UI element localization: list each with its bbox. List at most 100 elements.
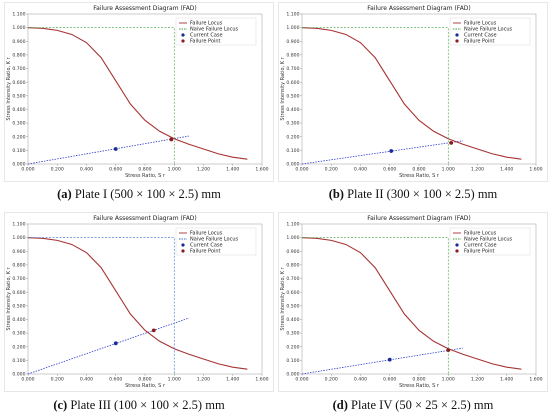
- x-tick-label: 1.600: [529, 377, 542, 383]
- y-axis-label: Stress Intensity Ratio, K r: [6, 266, 12, 330]
- x-tick-label: 0.200: [325, 377, 338, 383]
- chart-panel-b: Failure Assessment Diagram (FAD) 0.000 0.2…: [278, 2, 548, 182]
- legend-marker: [455, 33, 459, 37]
- chart-title: Failure Assessment Diagram (FAD): [367, 215, 471, 222]
- x-tick-label: 0.600: [109, 167, 122, 173]
- failure-point: [151, 328, 156, 333]
- x-tick-label: 0.800: [138, 377, 151, 383]
- caption-b-text: Plate II (300 × 100 × 2.5) mm: [343, 187, 498, 201]
- x-tick-label: 0.600: [383, 167, 396, 173]
- y-tick-label: 0.600: [286, 80, 299, 86]
- x-tick-label: 0.200: [51, 377, 64, 383]
- x-tick-label: 1.400: [226, 167, 239, 173]
- legend-marker: [455, 243, 459, 247]
- x-tick-label: 0.600: [383, 377, 396, 383]
- y-tick-label: 1.100: [12, 222, 25, 228]
- legend-label: Failure Locus: [464, 21, 497, 27]
- fad-chart-a: Failure Assessment Diagram (FAD) 0.000 0.2…: [4, 2, 274, 182]
- y-tick-label: 0.500: [286, 303, 299, 309]
- y-tick-label: 1.100: [12, 12, 25, 18]
- fad-chart-b: Failure Assessment Diagram (FAD) 0.000 0.2…: [278, 2, 548, 182]
- legend-label: Failure Point: [190, 39, 220, 45]
- legend-marker: [181, 33, 185, 37]
- y-tick-label: 0.300: [12, 331, 25, 337]
- y-tick-label: 0.300: [12, 121, 25, 127]
- y-tick-label: 0.200: [286, 344, 299, 350]
- x-tick-label: 0.000: [295, 377, 308, 383]
- x-tick-label: 0.800: [138, 167, 151, 173]
- fad-chart-c: Failure Assessment Diagram (FAD) 0.000 0.2…: [4, 212, 274, 392]
- y-tick-label: 0.300: [286, 121, 299, 127]
- y-tick-label: 0.400: [286, 107, 299, 113]
- y-tick-label: 0.000: [286, 372, 299, 378]
- x-tick-label: 1.000: [442, 377, 455, 383]
- chart-title: Failure Assessment Diagram (FAD): [93, 215, 197, 222]
- y-axis-label: Stress Intensity Ratio, K r: [280, 56, 286, 120]
- x-tick-label: 0.400: [80, 167, 93, 173]
- caption-b: (b) Plate II (300 × 100 × 2.5) mm: [278, 187, 548, 202]
- legend-label: Current Case: [464, 33, 497, 39]
- caption-c: (c) Plate III (100 × 100 × 2.5) mm: [4, 398, 274, 413]
- x-axis-label: Stress Ratio, S r: [125, 383, 166, 389]
- fad-chart-d: Failure Assessment Diagram (FAD) 0.000 0.2…: [278, 212, 548, 392]
- y-tick-label: 0.800: [12, 263, 25, 269]
- y-axis-label: Stress Intensity Ratio, K r: [280, 266, 286, 330]
- y-tick-label: 0.200: [12, 134, 25, 140]
- legend-label: Failure Locus: [190, 21, 223, 27]
- y-tick-label: 1.100: [286, 12, 299, 18]
- y-tick-label: 0.500: [286, 93, 299, 99]
- y-tick-label: 0.400: [12, 317, 25, 323]
- current-case-point: [113, 341, 118, 346]
- y-tick-label: 0.500: [12, 93, 25, 99]
- caption-d-letter: (d): [332, 398, 348, 412]
- y-tick-label: 0.900: [286, 39, 299, 45]
- y-tick-label: 0.000: [12, 372, 25, 378]
- caption-c-letter: (c): [53, 398, 68, 412]
- y-tick-label: 0.600: [12, 290, 25, 296]
- y-tick-label: 1.000: [12, 235, 25, 241]
- failure-point: [446, 348, 451, 353]
- x-tick-label: 0.000: [21, 377, 34, 383]
- y-tick-label: 0.900: [12, 39, 25, 45]
- y-tick-label: 0.400: [12, 107, 25, 113]
- chart-title: Failure Assessment Diagram (FAD): [367, 5, 471, 12]
- y-tick-label: 1.100: [286, 222, 299, 228]
- y-tick-label: 0.800: [12, 53, 25, 59]
- x-tick-label: 1.400: [500, 377, 513, 383]
- legend-marker: [181, 39, 185, 43]
- x-axis-label: Stress Ratio, S r: [399, 383, 440, 389]
- x-tick-label: 1.600: [255, 377, 268, 383]
- load-line: [301, 140, 463, 165]
- y-tick-label: 0.200: [286, 134, 299, 140]
- y-tick-label: 0.100: [12, 148, 25, 154]
- legend-label: Naive Failure Locus: [464, 27, 513, 33]
- legend-box: [449, 227, 531, 256]
- x-tick-label: 0.800: [412, 377, 425, 383]
- x-tick-label: 0.200: [325, 167, 338, 173]
- legend-label: Current Case: [190, 33, 223, 39]
- caption-d-text: Plate IV (50 × 25 × 2.5) mm: [347, 398, 494, 412]
- y-tick-label: 1.000: [286, 25, 299, 31]
- x-tick-label: 0.200: [51, 167, 64, 173]
- x-tick-label: 0.400: [80, 377, 93, 383]
- failure-locus-line: [27, 237, 248, 370]
- legend-label: Naive Failure Locus: [464, 237, 513, 243]
- chart-title: Failure Assessment Diagram (FAD): [93, 5, 197, 12]
- failure-locus-line: [27, 27, 248, 160]
- x-tick-label: 1.600: [529, 167, 542, 173]
- y-tick-label: 0.700: [286, 66, 299, 72]
- x-tick-label: 1.200: [471, 377, 484, 383]
- legend-label: Failure Locus: [464, 231, 497, 237]
- x-tick-label: 1.200: [197, 167, 210, 173]
- y-tick-label: 1.000: [12, 25, 25, 31]
- x-tick-label: 1.000: [442, 167, 455, 173]
- x-tick-label: 1.400: [500, 167, 513, 173]
- load-line: [27, 135, 189, 165]
- x-tick-label: 0.800: [412, 167, 425, 173]
- failure-point: [169, 137, 174, 142]
- y-tick-label: 0.100: [286, 358, 299, 364]
- legend-box: [175, 17, 257, 46]
- failure-locus-line: [301, 237, 522, 370]
